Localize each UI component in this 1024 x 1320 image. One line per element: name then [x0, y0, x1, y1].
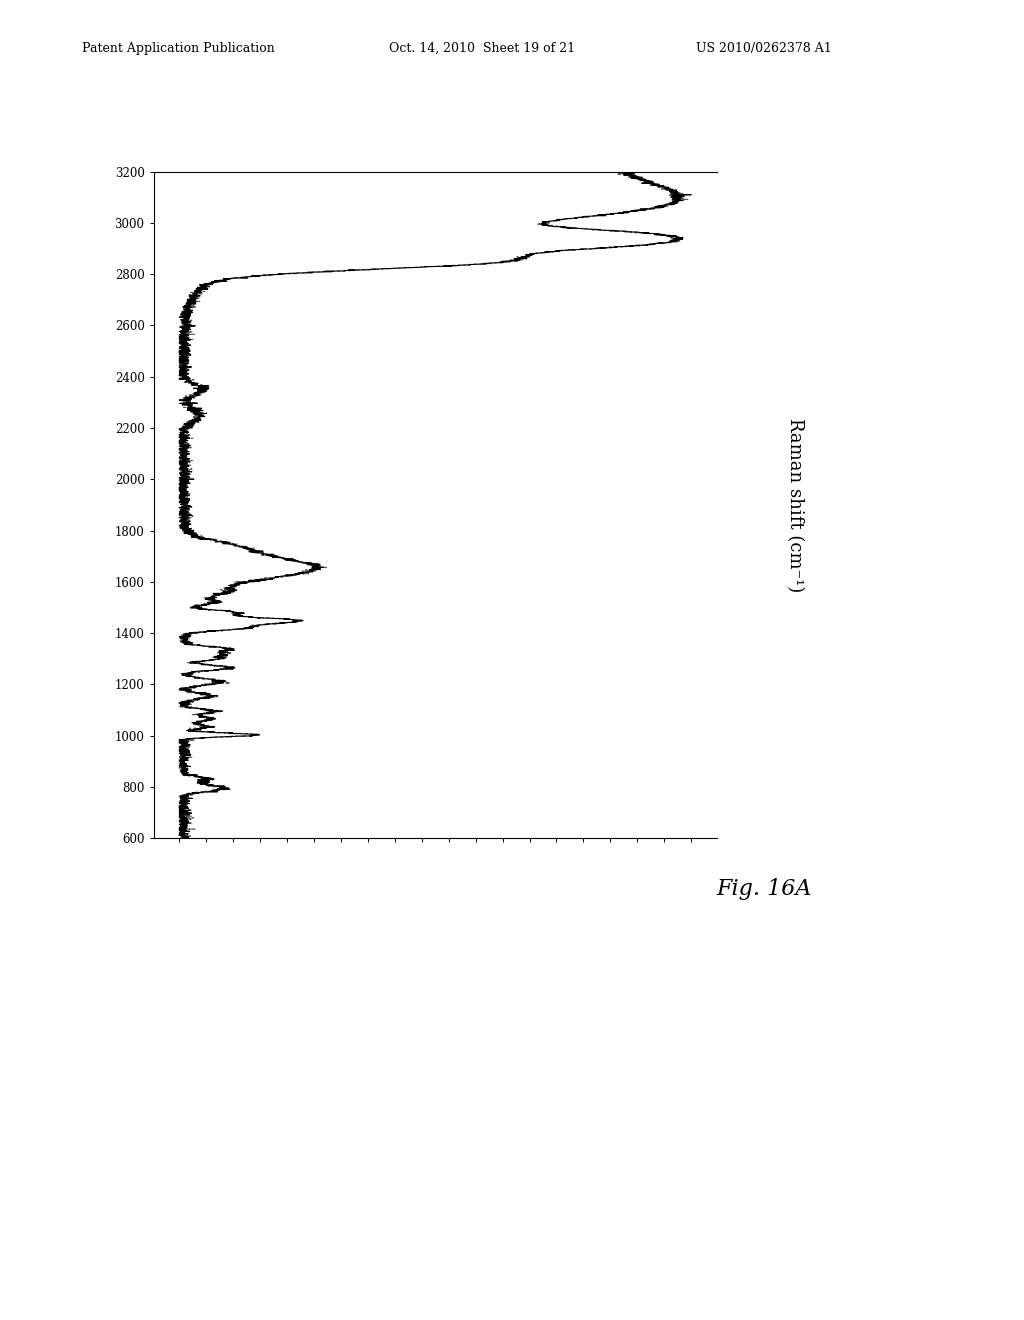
Text: Oct. 14, 2010  Sheet 19 of 21: Oct. 14, 2010 Sheet 19 of 21 — [389, 42, 575, 55]
Text: US 2010/0262378 A1: US 2010/0262378 A1 — [696, 42, 833, 55]
Text: Fig. 16A: Fig. 16A — [717, 878, 812, 900]
Y-axis label: Raman shift (cm⁻¹): Raman shift (cm⁻¹) — [786, 417, 804, 593]
Text: Patent Application Publication: Patent Application Publication — [82, 42, 274, 55]
